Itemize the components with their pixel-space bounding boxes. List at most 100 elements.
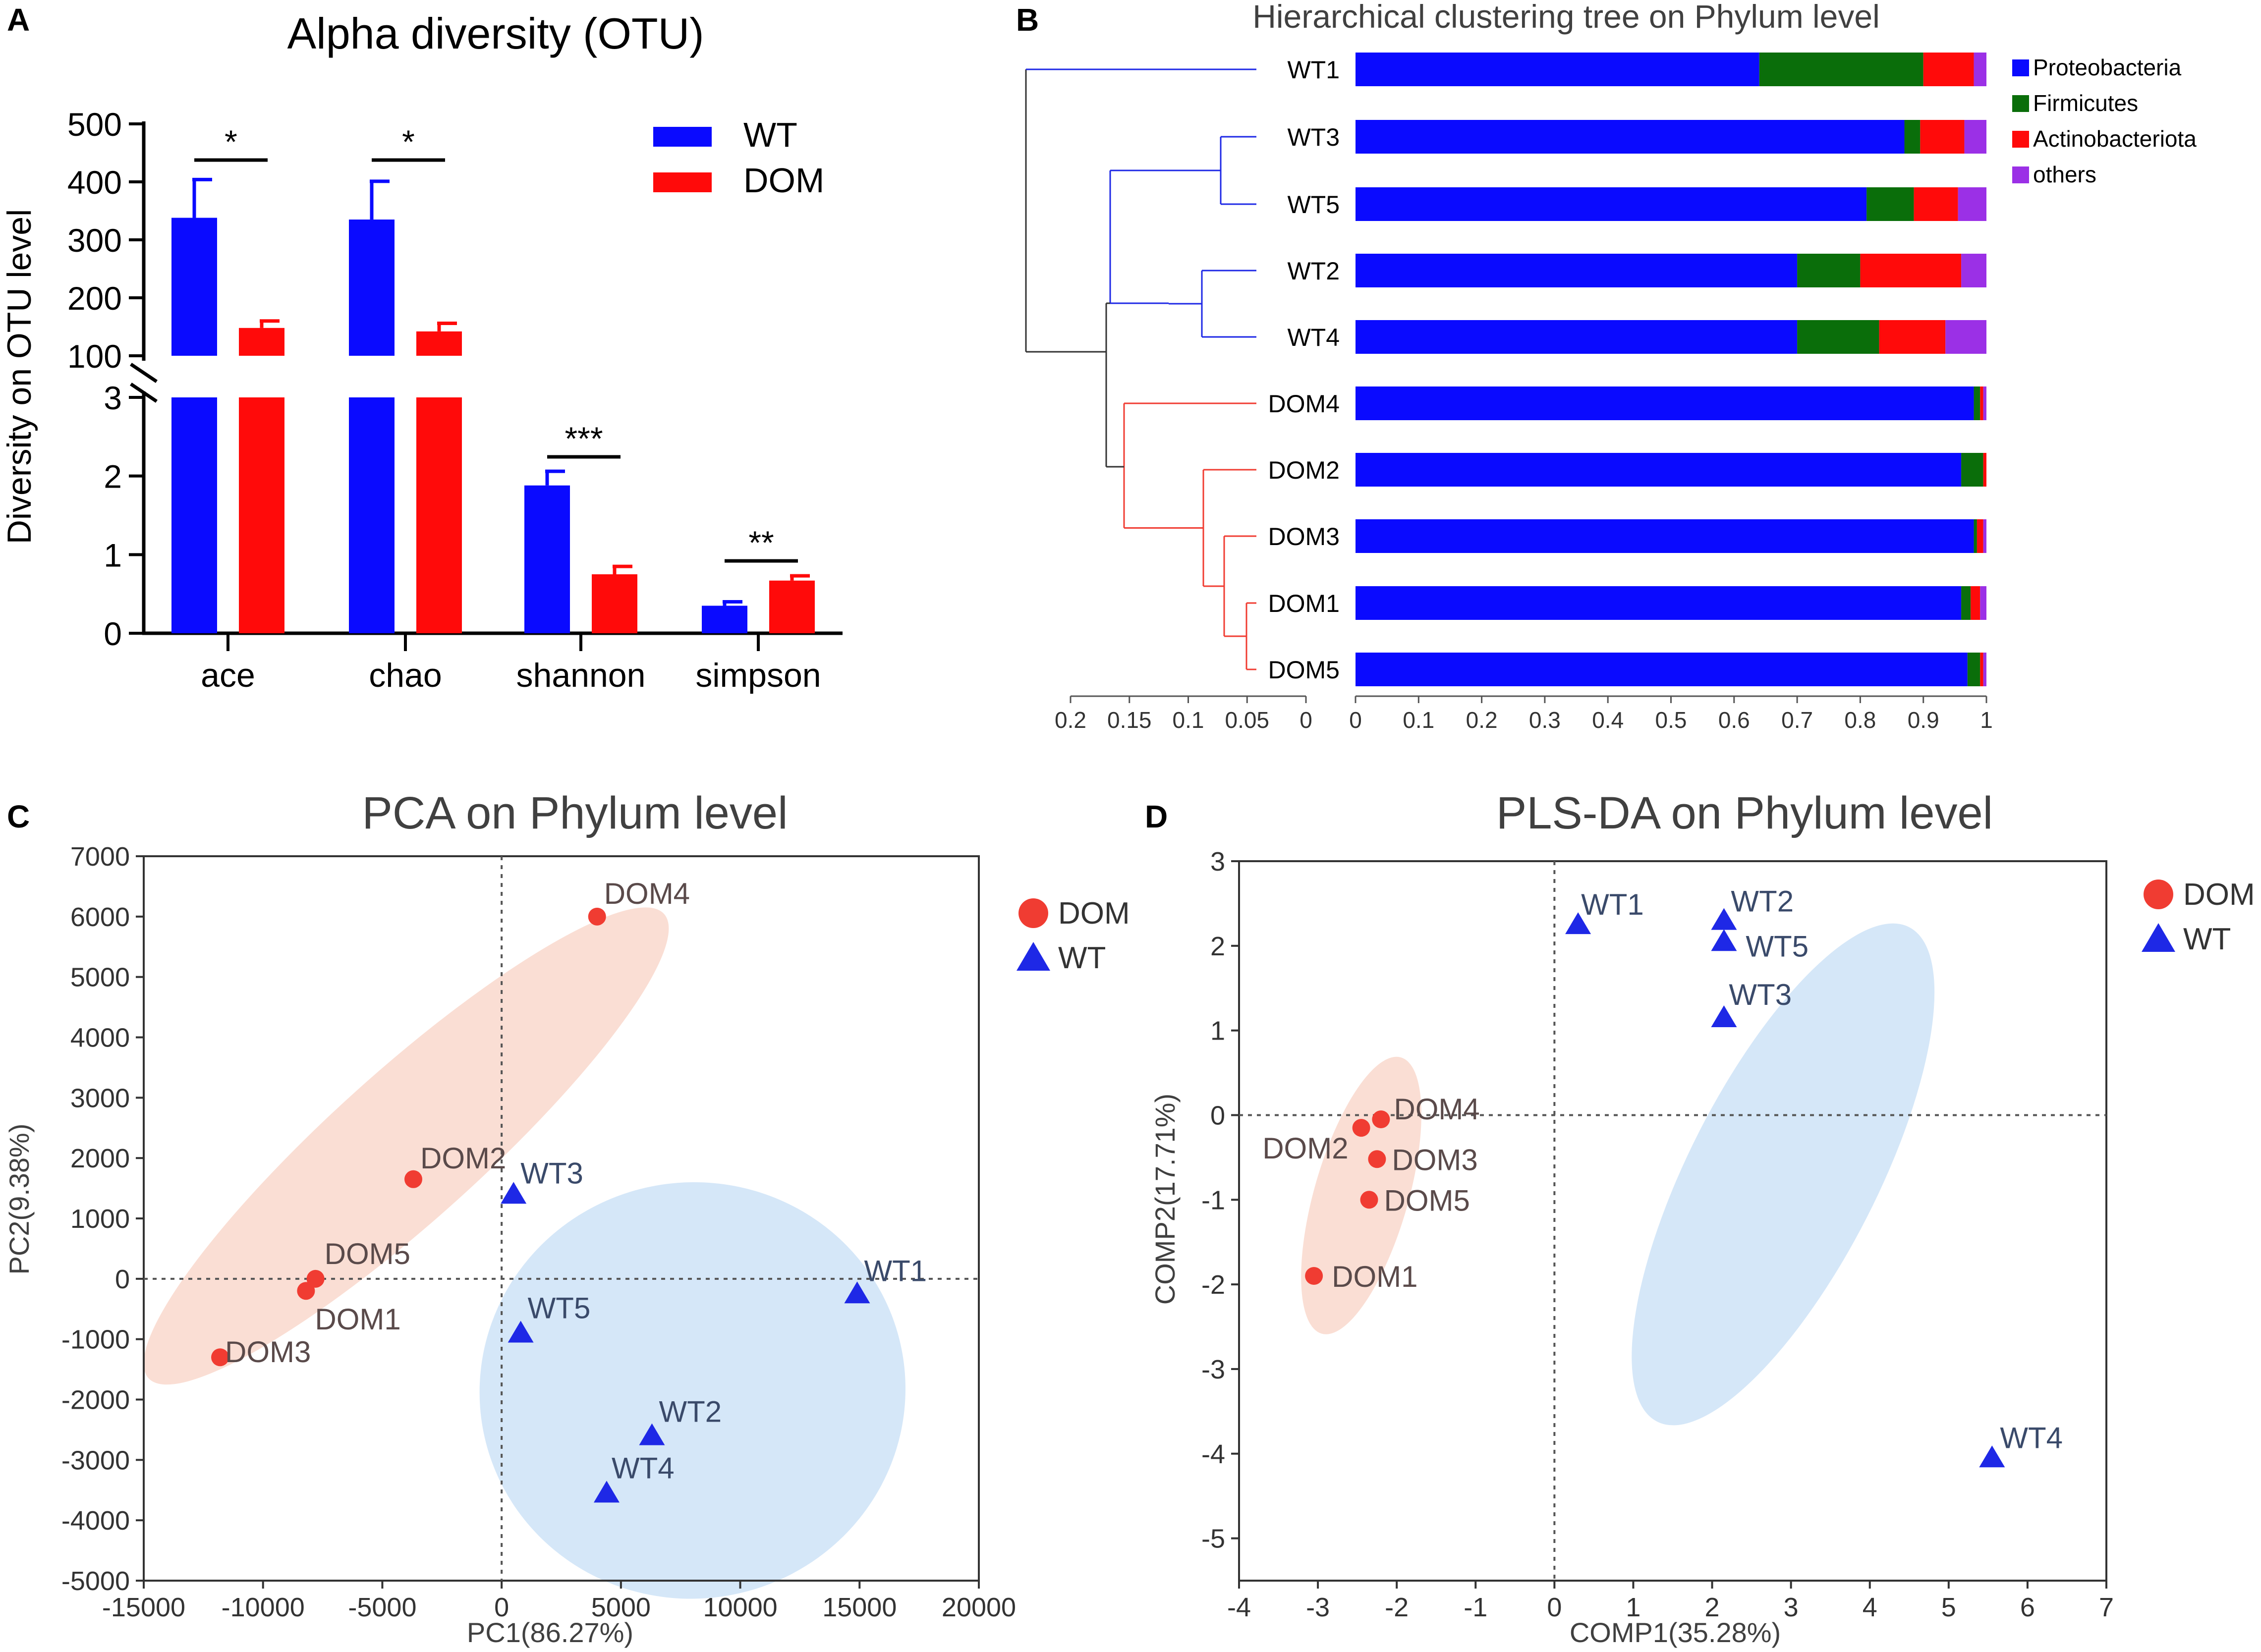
y-tick-label: 400 bbox=[67, 164, 122, 201]
stack-others-WT3 bbox=[1964, 120, 1986, 154]
legend-marker-wt bbox=[2142, 923, 2175, 952]
y-tick-label: 5000 bbox=[70, 963, 130, 992]
y-tick-label: -1000 bbox=[61, 1325, 130, 1355]
legend-label-wt: WT bbox=[2183, 922, 2231, 956]
panel-letter-c: C bbox=[7, 799, 30, 834]
tree-tick-label: 0.1 bbox=[1173, 707, 1204, 733]
point-wt4 bbox=[593, 1481, 620, 1503]
stack-proteobacteria-DOM3 bbox=[1356, 519, 1974, 553]
stack-firmicutes-WT1 bbox=[1759, 53, 1923, 86]
y-tick-label: 2 bbox=[1210, 932, 1225, 961]
point-label-dom3: DOM3 bbox=[225, 1335, 311, 1369]
chart-c-xlabel: PC1(86.27%) bbox=[467, 1617, 633, 1648]
bar-dom-chao-upper bbox=[416, 331, 462, 356]
wt-group-region bbox=[479, 1182, 905, 1599]
point-label-dom1: DOM1 bbox=[315, 1303, 400, 1336]
bar-dom-chao-lower bbox=[416, 397, 462, 633]
x-tick-label: 20000 bbox=[942, 1593, 1016, 1622]
pca-chart: PCA on Phylum level PC1(86.27%) PC2(9.38… bbox=[3, 788, 1130, 1648]
bar-wt-shannon bbox=[524, 485, 570, 633]
chart-d-xlabel: COMP1(35.28%) bbox=[1570, 1617, 1781, 1648]
point-dom3 bbox=[1368, 1150, 1386, 1168]
legend-swatch-dom bbox=[653, 172, 712, 192]
bar-x-tick-label: 0.4 bbox=[1592, 707, 1624, 733]
point-wt2 bbox=[1711, 908, 1737, 930]
stack-actinobacteriota-DOM2 bbox=[1983, 453, 1986, 487]
y-tick-label: 1000 bbox=[70, 1204, 130, 1234]
row-label: WT4 bbox=[1287, 324, 1340, 351]
significance-label: ** bbox=[748, 524, 774, 561]
y-tick-label: -4000 bbox=[61, 1506, 130, 1536]
point-label-wt4: WT4 bbox=[612, 1451, 675, 1485]
y-tick-label: 3000 bbox=[70, 1083, 130, 1113]
stack-firmicutes-WT5 bbox=[1866, 187, 1914, 221]
y-tick-label: 0 bbox=[104, 615, 122, 652]
legend-swatch-proteobacteria bbox=[2012, 59, 2029, 76]
y-tick-label: -4 bbox=[1201, 1439, 1225, 1469]
x-tick-label: -4 bbox=[1227, 1593, 1251, 1622]
bar-x-tick-label: 0.3 bbox=[1529, 707, 1561, 733]
x-tick-label: -10000 bbox=[222, 1593, 305, 1622]
y-tick-label: -3000 bbox=[61, 1445, 130, 1475]
chart-c-title: PCA on Phylum level bbox=[362, 788, 788, 838]
stack-actinobacteriota-WT4 bbox=[1879, 320, 1946, 354]
y-tick-label: 4000 bbox=[70, 1023, 130, 1053]
stack-firmicutes-DOM5 bbox=[1967, 653, 1980, 686]
y-tick-label: 200 bbox=[67, 280, 122, 317]
legend-swatch-others bbox=[2012, 166, 2029, 183]
x-tick-label: chao bbox=[369, 657, 442, 694]
chart-b-title: Hierarchical clustering tree on Phylum l… bbox=[1252, 0, 1880, 35]
bar-x-tick-label: 0.8 bbox=[1844, 707, 1876, 733]
bar-wt-ace-lower bbox=[171, 397, 217, 633]
point-label-wt4: WT4 bbox=[2000, 1421, 2063, 1454]
stack-others-DOM5 bbox=[1983, 653, 1986, 686]
x-tick-label: 1 bbox=[1626, 1593, 1640, 1622]
row-label: WT1 bbox=[1287, 56, 1340, 84]
x-tick-label: 4 bbox=[1863, 1593, 1877, 1622]
point-label-dom5: DOM5 bbox=[325, 1237, 410, 1270]
stack-proteobacteria-DOM5 bbox=[1356, 653, 1968, 686]
point-label-dom1: DOM1 bbox=[1332, 1260, 1417, 1293]
legend-label-actinobacteriota: Actinobacteriota bbox=[2033, 126, 2197, 152]
stack-proteobacteria-WT3 bbox=[1356, 120, 1905, 154]
bar-x-tick-label: 0.6 bbox=[1718, 707, 1750, 733]
stack-proteobacteria-WT5 bbox=[1356, 187, 1867, 221]
stack-actinobacteriota-DOM5 bbox=[1980, 653, 1983, 686]
point-label-dom2: DOM2 bbox=[1262, 1132, 1348, 1165]
y-tick-label: 3 bbox=[1210, 847, 1225, 877]
x-tick-label: shannon bbox=[516, 657, 646, 694]
legend-marker-dom bbox=[1018, 898, 1048, 928]
row-label: DOM2 bbox=[1268, 456, 1340, 484]
point-label-dom4: DOM4 bbox=[604, 877, 690, 910]
legend-label-proteobacteria: Proteobacteria bbox=[2033, 55, 2182, 80]
legend-label-firmicutes: Firmicutes bbox=[2033, 90, 2138, 116]
x-tick-label: 2 bbox=[1705, 1593, 1720, 1622]
stack-others-WT2 bbox=[1961, 254, 1986, 287]
y-tick-label: 300 bbox=[67, 222, 122, 259]
y-tick-label: 2 bbox=[104, 458, 122, 495]
point-label-wt3: WT3 bbox=[1729, 978, 1792, 1011]
point-dom4 bbox=[588, 907, 606, 926]
dom-group-region bbox=[1301, 1056, 1421, 1334]
x-tick-label: -1 bbox=[1464, 1593, 1487, 1622]
point-label-dom3: DOM3 bbox=[1392, 1143, 1477, 1176]
point-dom2 bbox=[1352, 1119, 1370, 1137]
x-tick-label: 10000 bbox=[703, 1593, 777, 1622]
chart-c-ylabel: PC2(9.38%) bbox=[3, 1123, 35, 1274]
bar-dom-ace-upper bbox=[239, 328, 284, 356]
plsda-chart: PLS-DA on Phylum level COMP1(35.28%) COM… bbox=[1149, 788, 2255, 1648]
bar-x-tick-label: 1 bbox=[1980, 707, 1993, 733]
legend-label-others: others bbox=[2033, 162, 2096, 187]
y-tick-label: 7000 bbox=[70, 842, 130, 872]
point-label-wt5: WT5 bbox=[1746, 930, 1809, 963]
stack-firmicutes-DOM4 bbox=[1974, 386, 1980, 420]
legend-swatch-firmicutes bbox=[2012, 95, 2029, 112]
y-tick-label: 100 bbox=[67, 338, 122, 375]
x-tick-label: simpson bbox=[695, 657, 821, 694]
x-tick-label: 5 bbox=[1941, 1593, 1956, 1622]
legend-label-wt: WT bbox=[1058, 941, 1106, 975]
x-tick-label: 6 bbox=[2020, 1593, 2035, 1622]
x-tick-label: -2 bbox=[1385, 1593, 1409, 1622]
panel-letter-b: B bbox=[1016, 2, 1039, 38]
